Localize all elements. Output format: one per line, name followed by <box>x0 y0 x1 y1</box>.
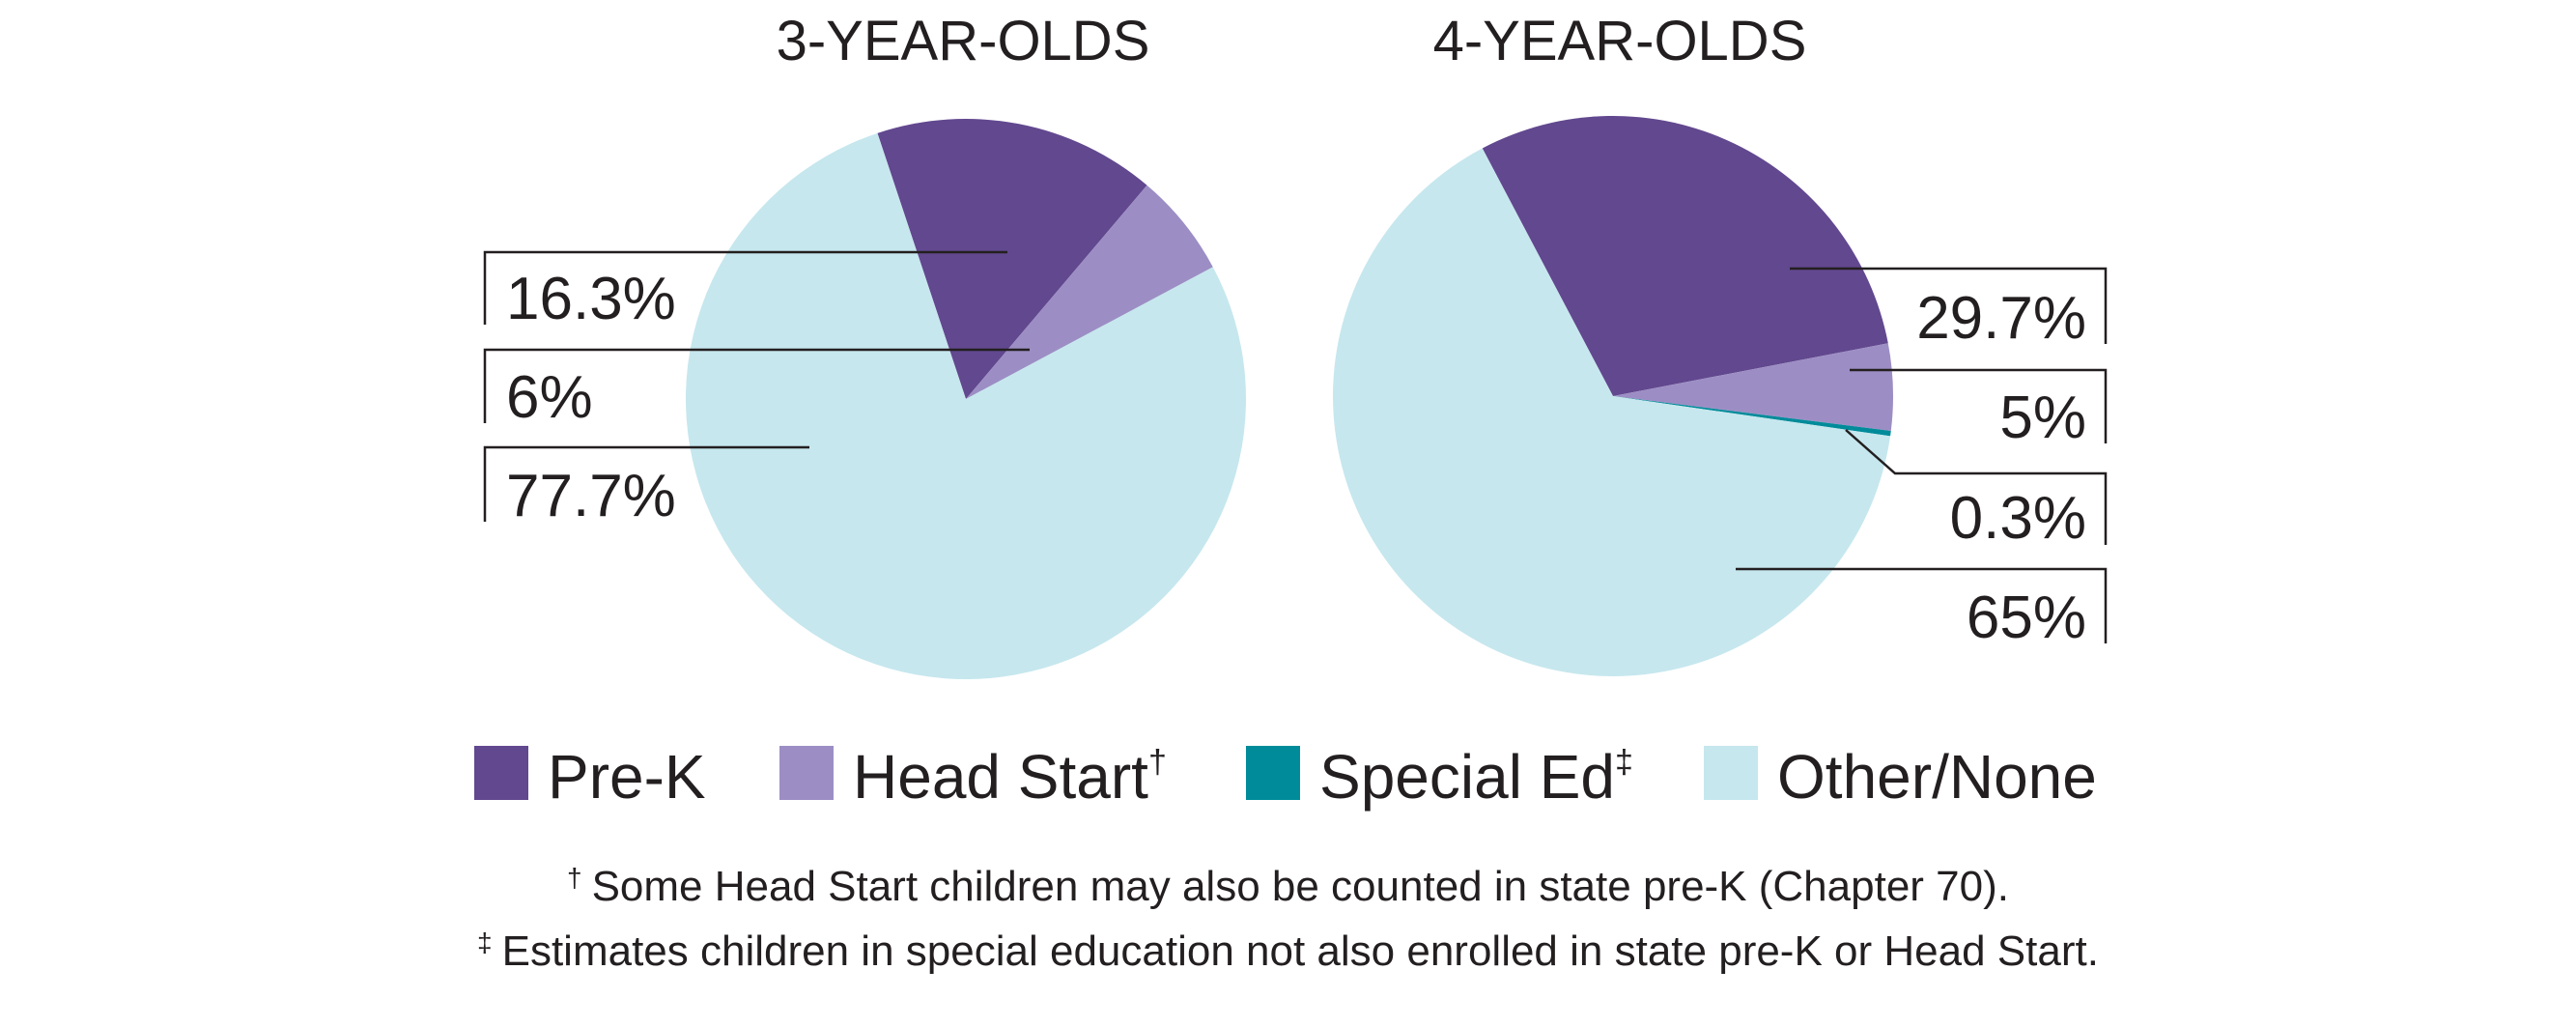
label-3yo-other: 77.7% <box>506 463 676 529</box>
leader-line-3yo-other <box>483 445 809 522</box>
legend-sup-head-start: † <box>1148 744 1167 781</box>
leader-line-3yo-head-start <box>483 348 1030 423</box>
label-3yo-pre-k: 16.3% <box>506 266 676 332</box>
legend-sup-special-ed: ‡ <box>1615 744 1633 781</box>
footnote-text-head-start: Some Head Start children may also be cou… <box>591 863 2009 910</box>
chart-title-3-year-olds: 3-YEAR-OLDS <box>777 10 1150 72</box>
leader-line-4yo-special-ed <box>1845 429 2108 545</box>
leader-lines-4-year-olds <box>1736 267 2108 643</box>
label-4yo-special-ed: 0.3% <box>1950 485 2086 552</box>
legend-label-special-ed: Special Ed‡ <box>1319 742 1633 812</box>
pie-3-year-olds <box>686 119 1247 680</box>
label-4yo-other: 65% <box>1967 585 2086 651</box>
footnote-special-ed: ‡ Estimates children in special education… <box>0 915 2576 980</box>
footnote-symbol-dagger: † <box>566 863 582 893</box>
footnote-text-special-ed: Estimates children in special education … <box>501 927 2099 975</box>
legend-label-head-start: Head Start† <box>853 742 1167 812</box>
pie-4-year-olds <box>1333 115 1893 676</box>
legend-label-head-start-text: Head Start <box>853 742 1148 812</box>
legend-swatch-head-start <box>779 746 834 800</box>
chart-title-4-year-olds: 4-YEAR-OLDS <box>1433 10 1807 72</box>
label-4yo-head-start: 5% <box>1999 385 2086 451</box>
pie-slice-3yo-pre-k <box>877 119 1147 399</box>
pie-slice-4yo-head-start <box>1613 343 1893 431</box>
leader-line-4yo-head-start <box>1850 368 2108 443</box>
leader-line-3yo-pre-k <box>483 250 1007 325</box>
legend-label-special-ed-text: Special Ed <box>1319 742 1615 812</box>
leader-lines-3-year-olds <box>483 250 1030 522</box>
legend-swatch-pre-k <box>474 746 528 800</box>
label-3yo-head-start: 6% <box>506 364 593 431</box>
leader-line-4yo-other <box>1736 567 2108 643</box>
pie-slice-3yo-other-none <box>686 132 1247 680</box>
pie-slice-4yo-other-none <box>1333 148 1891 676</box>
legend-swatch-other-none <box>1704 746 1758 800</box>
pie-slice-4yo-pre-k <box>1482 115 1888 396</box>
legend: Pre-K Head Start† Special Ed‡ Other/None <box>474 742 2097 812</box>
pie-slice-4yo-special-ed <box>1613 396 1891 437</box>
footnote-head-start: † Some Head Start children may also be co… <box>0 850 2576 915</box>
pie-slice-3yo-head-start <box>966 185 1213 399</box>
legend-label-pre-k: Pre-K <box>548 742 706 812</box>
legend-swatch-special-ed <box>1246 746 1300 800</box>
footnotes: † Some Head Start children may also be co… <box>0 850 2576 980</box>
label-4yo-pre-k: 29.7% <box>1916 285 2086 352</box>
leader-line-4yo-pre-k <box>1790 267 2108 344</box>
legend-label-other-none: Other/None <box>1777 742 2097 812</box>
footnote-symbol-double-dagger: ‡ <box>477 927 493 957</box>
